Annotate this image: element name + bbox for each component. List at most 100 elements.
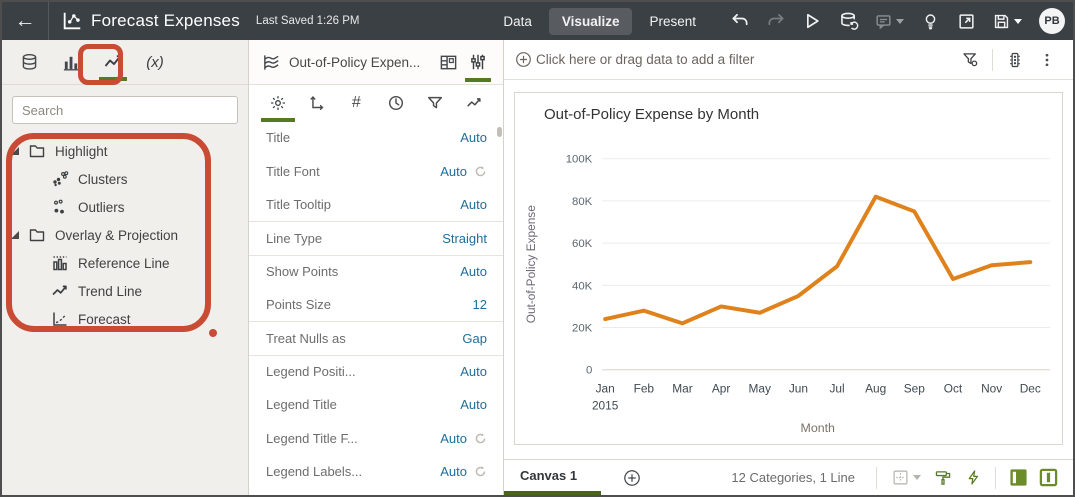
property-row[interactable]: Show Points Auto: [249, 254, 503, 288]
svg-text:20K: 20K: [572, 323, 593, 335]
canvas-bar-divider-2: [995, 466, 996, 489]
prop-tab-axis-icon[interactable]: [302, 86, 332, 121]
filter-bar-divider: [992, 48, 993, 71]
reset-icon[interactable]: [474, 465, 487, 478]
property-row[interactable]: Legend Title Auto: [249, 388, 503, 421]
property-value[interactable]: Auto: [460, 196, 487, 212]
property-label: Title Font: [266, 163, 320, 179]
property-row[interactable]: Legend Labels... Auto: [249, 455, 503, 488]
tree-item-outliers[interactable]: Outliers: [2, 193, 248, 221]
expand-triangle-icon[interactable]: [11, 231, 19, 239]
tree-item-label: Trend Line: [78, 283, 143, 299]
property-label: Legend Title F...: [266, 430, 358, 446]
auto-insights-bolt-icon[interactable]: [958, 463, 988, 493]
back-button[interactable]: ←: [14, 9, 36, 32]
property-value[interactable]: 12: [472, 297, 487, 313]
property-row[interactable]: Legend Positi... Auto: [249, 354, 503, 388]
property-row[interactable]: Title Font Auto: [249, 154, 503, 187]
save-caret-icon[interactable]: [1014, 18, 1022, 24]
prop-tab-analytics-icon[interactable]: [459, 86, 489, 121]
tree-item-label: Outliers: [78, 199, 125, 215]
svg-text:Nov: Nov: [981, 382, 1002, 396]
property-row[interactable]: Points Size 12: [249, 288, 503, 321]
kebab-menu-icon[interactable]: [1031, 44, 1063, 76]
property-row[interactable]: Treat Nulls as Gap: [249, 321, 503, 354]
save-icon[interactable]: [985, 6, 1029, 36]
add-filter-target[interactable]: Click here or drag data to add a filter: [515, 51, 954, 68]
tab-present[interactable]: Present: [649, 13, 696, 29]
properties-list: Title Auto Title Font Auto Title Tooltip Auto…: [249, 121, 503, 495]
property-label: Title Tooltip: [266, 196, 332, 212]
filter-placeholder-text: Click here or drag data to add a filter: [536, 52, 755, 67]
insights-bulb-icon[interactable]: [913, 6, 947, 36]
property-value[interactable]: Auto: [460, 364, 487, 380]
tree-folder[interactable]: Highlight: [2, 137, 248, 165]
last-saved-text: Last Saved 1:26 PM: [255, 15, 360, 27]
tree-folder[interactable]: Overlay & Projection: [2, 221, 248, 249]
canvas-settings-icon[interactable]: [999, 44, 1031, 76]
forecast-icon: [51, 310, 69, 328]
reset-icon[interactable]: [474, 165, 487, 178]
property-row[interactable]: Line Type Straight: [249, 221, 503, 254]
export-open-icon[interactable]: [949, 6, 983, 36]
top-header-bar: ← Forecast Expenses Last Saved 1:26 PM D…: [2, 2, 1073, 40]
canvas-tab[interactable]: Canvas 1: [504, 460, 602, 495]
svg-text:100K: 100K: [566, 154, 593, 166]
color-brush-icon[interactable]: [928, 463, 958, 493]
line-chart-svg[interactable]: 0 20K 40K 60K 80K 100K Jan Feb Mar Apr May Jun Jul Au…: [515, 133, 1062, 444]
property-value[interactable]: Auto: [460, 130, 487, 146]
search-input[interactable]: [22, 102, 228, 118]
tree-item-label: Reference Line: [78, 255, 170, 271]
prop-tab-datetime-icon[interactable]: [381, 86, 411, 121]
tab-visualize[interactable]: Visualize: [548, 7, 633, 35]
add-canvas-icon[interactable]: [615, 462, 649, 494]
refresh-data-icon[interactable]: [831, 6, 865, 36]
property-value[interactable]: Auto: [440, 464, 467, 480]
expand-triangle-icon[interactable]: [11, 147, 19, 155]
property-value[interactable]: Auto: [460, 264, 487, 280]
tree-item-forecast[interactable]: Forecast: [2, 305, 248, 333]
undo-icon[interactable]: [723, 6, 757, 36]
search-box[interactable]: [12, 96, 238, 124]
tree-item-trend-line[interactable]: Trend Line: [2, 277, 248, 305]
property-value[interactable]: Straight: [442, 230, 487, 246]
reset-icon[interactable]: [474, 432, 487, 445]
line-chart-card[interactable]: Out-of-Policy Expense by Month 0 20K 40K 60…: [514, 92, 1063, 445]
properties-toggle-icon[interactable]: [463, 42, 493, 82]
property-value[interactable]: Auto: [460, 397, 487, 413]
toggle-left-panel-icon[interactable]: [1003, 463, 1033, 493]
property-value[interactable]: Gap: [462, 331, 487, 347]
mode-tabs: Data Visualize Present: [490, 7, 709, 35]
property-label: Legend Positi...: [266, 364, 356, 380]
avatar[interactable]: PB: [1039, 8, 1065, 34]
property-row[interactable]: Title Tooltip Auto: [249, 188, 503, 221]
tree-item-label: Clusters: [78, 171, 128, 187]
scrollbar-thumb[interactable]: [497, 127, 502, 137]
property-row[interactable]: Legend Title F... Auto: [249, 422, 503, 455]
property-label: Points Size: [266, 297, 332, 313]
redo-icon: [759, 6, 793, 36]
property-row[interactable]: Title Auto: [249, 121, 503, 154]
canvas-tab-label: Canvas 1: [520, 468, 578, 483]
tree-item-clusters[interactable]: Clusters: [2, 165, 248, 193]
tree-item-reference-line[interactable]: Reference Line: [2, 249, 248, 277]
prop-tab-values-icon[interactable]: #: [351, 94, 361, 111]
property-label: Title: [266, 130, 291, 146]
tab-analytics[interactable]: [92, 40, 134, 84]
prop-tab-general-gear-icon[interactable]: [261, 86, 295, 122]
preview-play-icon[interactable]: [795, 6, 829, 36]
tab-data-elements[interactable]: [8, 40, 50, 84]
sidebar-tabs: (x): [2, 40, 248, 85]
grammar-panel-icon[interactable]: [433, 42, 463, 82]
tab-visualizations[interactable]: [50, 40, 92, 84]
svg-text:Out-of-Policy Expense: Out-of-Policy Expense: [524, 205, 538, 324]
limit-values-filter-icon[interactable]: [954, 44, 986, 76]
property-value[interactable]: Auto: [440, 163, 467, 179]
toggle-right-panel-icon[interactable]: [1033, 463, 1063, 493]
tab-expressions[interactable]: (x): [134, 40, 176, 84]
svg-text:Jan: Jan: [596, 382, 615, 396]
prop-tab-filters-icon[interactable]: [420, 86, 450, 121]
property-value[interactable]: Auto: [440, 430, 467, 446]
tab-data[interactable]: Data: [503, 13, 532, 29]
